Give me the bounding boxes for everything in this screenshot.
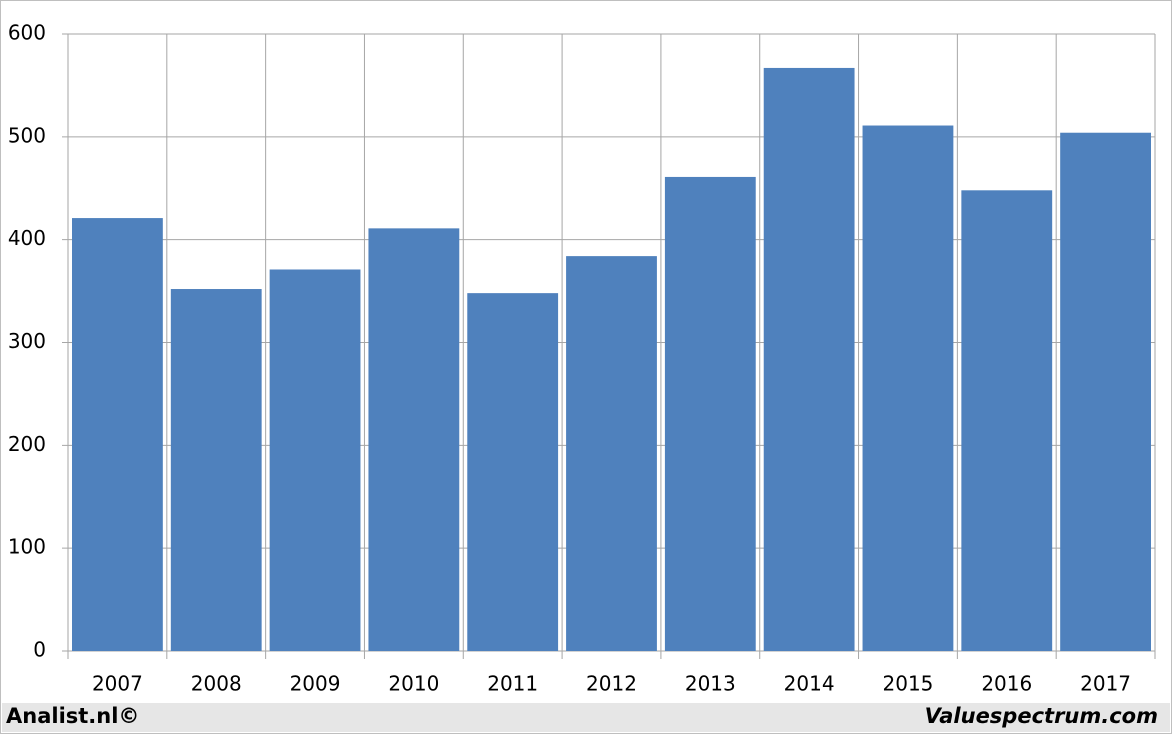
y-tick-label: 300 — [8, 329, 46, 353]
footer-right: Valuespectrum.com — [925, 704, 1158, 728]
bar — [269, 269, 361, 651]
bar — [763, 67, 855, 651]
bar — [862, 125, 954, 651]
x-tick-label: 2017 — [1080, 672, 1131, 696]
y-tick-label: 600 — [8, 21, 46, 45]
x-tick-label: 2016 — [981, 672, 1032, 696]
x-tick-label: 2014 — [784, 672, 835, 696]
x-tick-label: 2009 — [290, 672, 341, 696]
x-tick-label: 2007 — [92, 672, 143, 696]
bar — [664, 176, 756, 651]
bar — [72, 218, 163, 652]
bar — [170, 289, 262, 651]
x-tick-label: 2010 — [388, 672, 439, 696]
footer-band — [2, 703, 1170, 732]
y-tick-label: 400 — [8, 226, 46, 250]
bar — [1060, 132, 1151, 652]
footer-left: Analist.nl© — [6, 704, 139, 728]
y-tick-label: 100 — [8, 535, 46, 559]
y-tick-label: 200 — [8, 432, 46, 456]
bar — [961, 190, 1053, 651]
bar — [467, 293, 559, 651]
bar — [566, 256, 657, 651]
x-tick-label: 2012 — [586, 672, 637, 696]
bar — [368, 228, 460, 652]
y-tick-label: 0 — [33, 638, 46, 662]
x-tick-label: 2011 — [487, 672, 538, 696]
y-tick-label: 500 — [8, 123, 46, 147]
x-tick-label: 2015 — [883, 672, 934, 696]
x-tick-label: 2008 — [191, 672, 242, 696]
x-tick-label: 2013 — [685, 672, 736, 696]
